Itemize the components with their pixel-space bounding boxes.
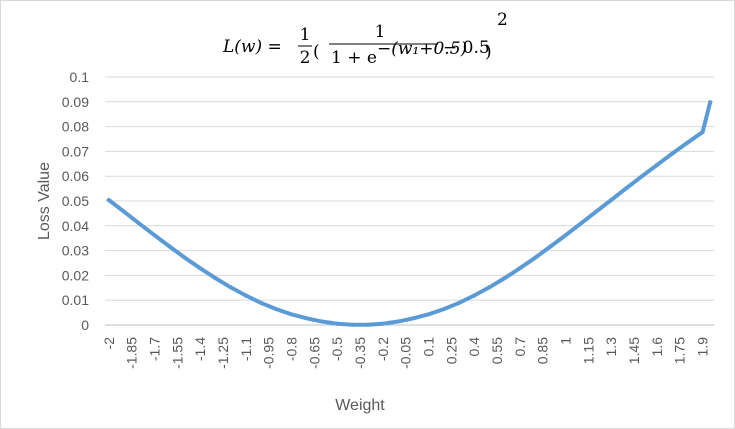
x-tick-label: -0.35	[352, 337, 368, 369]
data-point	[502, 276, 507, 281]
x-tick-label: -1.55	[169, 337, 185, 369]
data-point	[396, 319, 401, 324]
data-point	[350, 322, 355, 327]
x-tick-label: -1.25	[215, 337, 231, 369]
data-point	[243, 293, 248, 298]
x-tick-label: 0.55	[489, 337, 505, 364]
data-point	[365, 322, 370, 327]
data-point	[137, 221, 142, 226]
data-point	[487, 285, 492, 290]
x-tick-label: -0.95	[261, 337, 277, 369]
y-tick-label: 0.02	[62, 267, 89, 283]
x-tick-label: 0.85	[535, 337, 551, 364]
data-point	[472, 293, 477, 298]
x-tick-label: 1.45	[626, 337, 642, 364]
x-tick-label: -1.85	[124, 337, 140, 369]
data-point	[319, 319, 324, 324]
x-tick-label: -0.05	[398, 337, 414, 369]
title-frac-denominator-exponent: −(w₁+0.5)	[377, 39, 467, 59]
data-point	[380, 321, 385, 326]
title-left-paren: (	[313, 42, 320, 62]
data-point	[654, 163, 659, 168]
title-lhs: L(w) =	[222, 37, 282, 57]
x-tick-label: -0.5	[329, 337, 345, 361]
data-point	[563, 233, 568, 238]
data-point	[609, 198, 614, 203]
data-point	[426, 312, 431, 317]
data-point	[335, 321, 340, 326]
x-tick-label: -1.1	[238, 337, 254, 361]
data-point	[122, 209, 127, 214]
data-point	[700, 130, 705, 135]
data-point	[289, 312, 294, 317]
data-point	[411, 316, 416, 321]
x-tick-label: -0.8	[284, 337, 300, 361]
data-point	[198, 266, 203, 271]
x-tick-label: 1	[558, 337, 574, 345]
y-tick-label: 0.08	[62, 119, 89, 135]
data-point	[228, 285, 233, 290]
title-power: 2	[497, 10, 508, 30]
series-group	[106, 100, 713, 327]
title-frac-denominator-base: 1 + e	[331, 48, 377, 68]
x-tick-label: -2	[101, 337, 117, 350]
data-point	[167, 244, 172, 249]
title-right-paren: )	[485, 42, 492, 62]
y-tick-label: 0.09	[62, 94, 89, 110]
data-point	[708, 100, 713, 105]
x-tick-label: 0.25	[443, 337, 459, 364]
y-tick-label: 0.05	[62, 193, 89, 209]
data-point	[182, 255, 187, 260]
y-tick-label: 0.1	[70, 69, 90, 85]
y-tick-label: 0.07	[62, 143, 89, 159]
data-point	[274, 307, 279, 312]
data-point	[578, 221, 583, 226]
title-minus-term: − 0.5	[443, 38, 490, 58]
x-tick-label: 1.75	[672, 337, 688, 364]
gridlines	[105, 76, 714, 301]
x-axis-ticks: -2 -1.85 -1.7 -1.55 -1.4 -1.25 -1.1 -0.95 -0.8 -0…	[101, 337, 711, 369]
data-point	[517, 266, 522, 271]
x-tick-label: 0.1	[421, 337, 437, 357]
data-point	[106, 198, 111, 203]
x-tick-label: 1.3	[603, 337, 619, 357]
series-line-0	[106, 100, 713, 327]
y-tick-label: 0.01	[62, 292, 89, 308]
data-point	[456, 300, 461, 305]
chart-title: L(w) = 1 2 ( 1 1 + e −(w₁+0.5) − 0.5 ) 2	[222, 10, 508, 68]
y-tick-label: 0.03	[62, 243, 89, 259]
data-point	[548, 244, 553, 249]
x-tick-label: -0.2	[375, 337, 391, 361]
y-tick-label: 0	[81, 317, 89, 333]
y-axis-ticks: 0 0.01 0.02 0.03 0.04 0.05 0.06 0.07 0.08 0.09 0.1	[62, 69, 89, 333]
x-tick-label: 1.15	[580, 337, 596, 364]
x-tick-label: -1.7	[146, 337, 162, 361]
data-point	[441, 307, 446, 312]
data-point	[533, 255, 538, 260]
data-point	[639, 174, 644, 179]
data-point	[594, 209, 599, 214]
y-tick-label: 0.06	[62, 168, 89, 184]
y-tick-label: 0.04	[62, 218, 89, 234]
data-point	[624, 186, 629, 191]
data-point	[213, 276, 218, 281]
x-tick-label: 0.7	[512, 337, 528, 357]
title-half-numerator: 1	[300, 25, 311, 45]
x-tick-label: 1.9	[695, 337, 711, 357]
data-point	[152, 233, 157, 238]
data-point	[259, 300, 264, 305]
x-tick-label: -0.65	[306, 337, 322, 369]
y-axis-title: Loss Value	[36, 162, 53, 240]
data-point	[670, 151, 675, 156]
data-point	[685, 140, 690, 145]
x-axis-title: Weight	[335, 397, 385, 414]
data-point	[304, 316, 309, 321]
x-tick-label: 1.6	[649, 337, 665, 357]
title-frac-numerator: 1	[375, 22, 386, 42]
x-tick-label: -1.4	[192, 337, 208, 361]
x-tick-label: 0.4	[466, 337, 482, 357]
title-half-denominator: 2	[300, 48, 311, 68]
